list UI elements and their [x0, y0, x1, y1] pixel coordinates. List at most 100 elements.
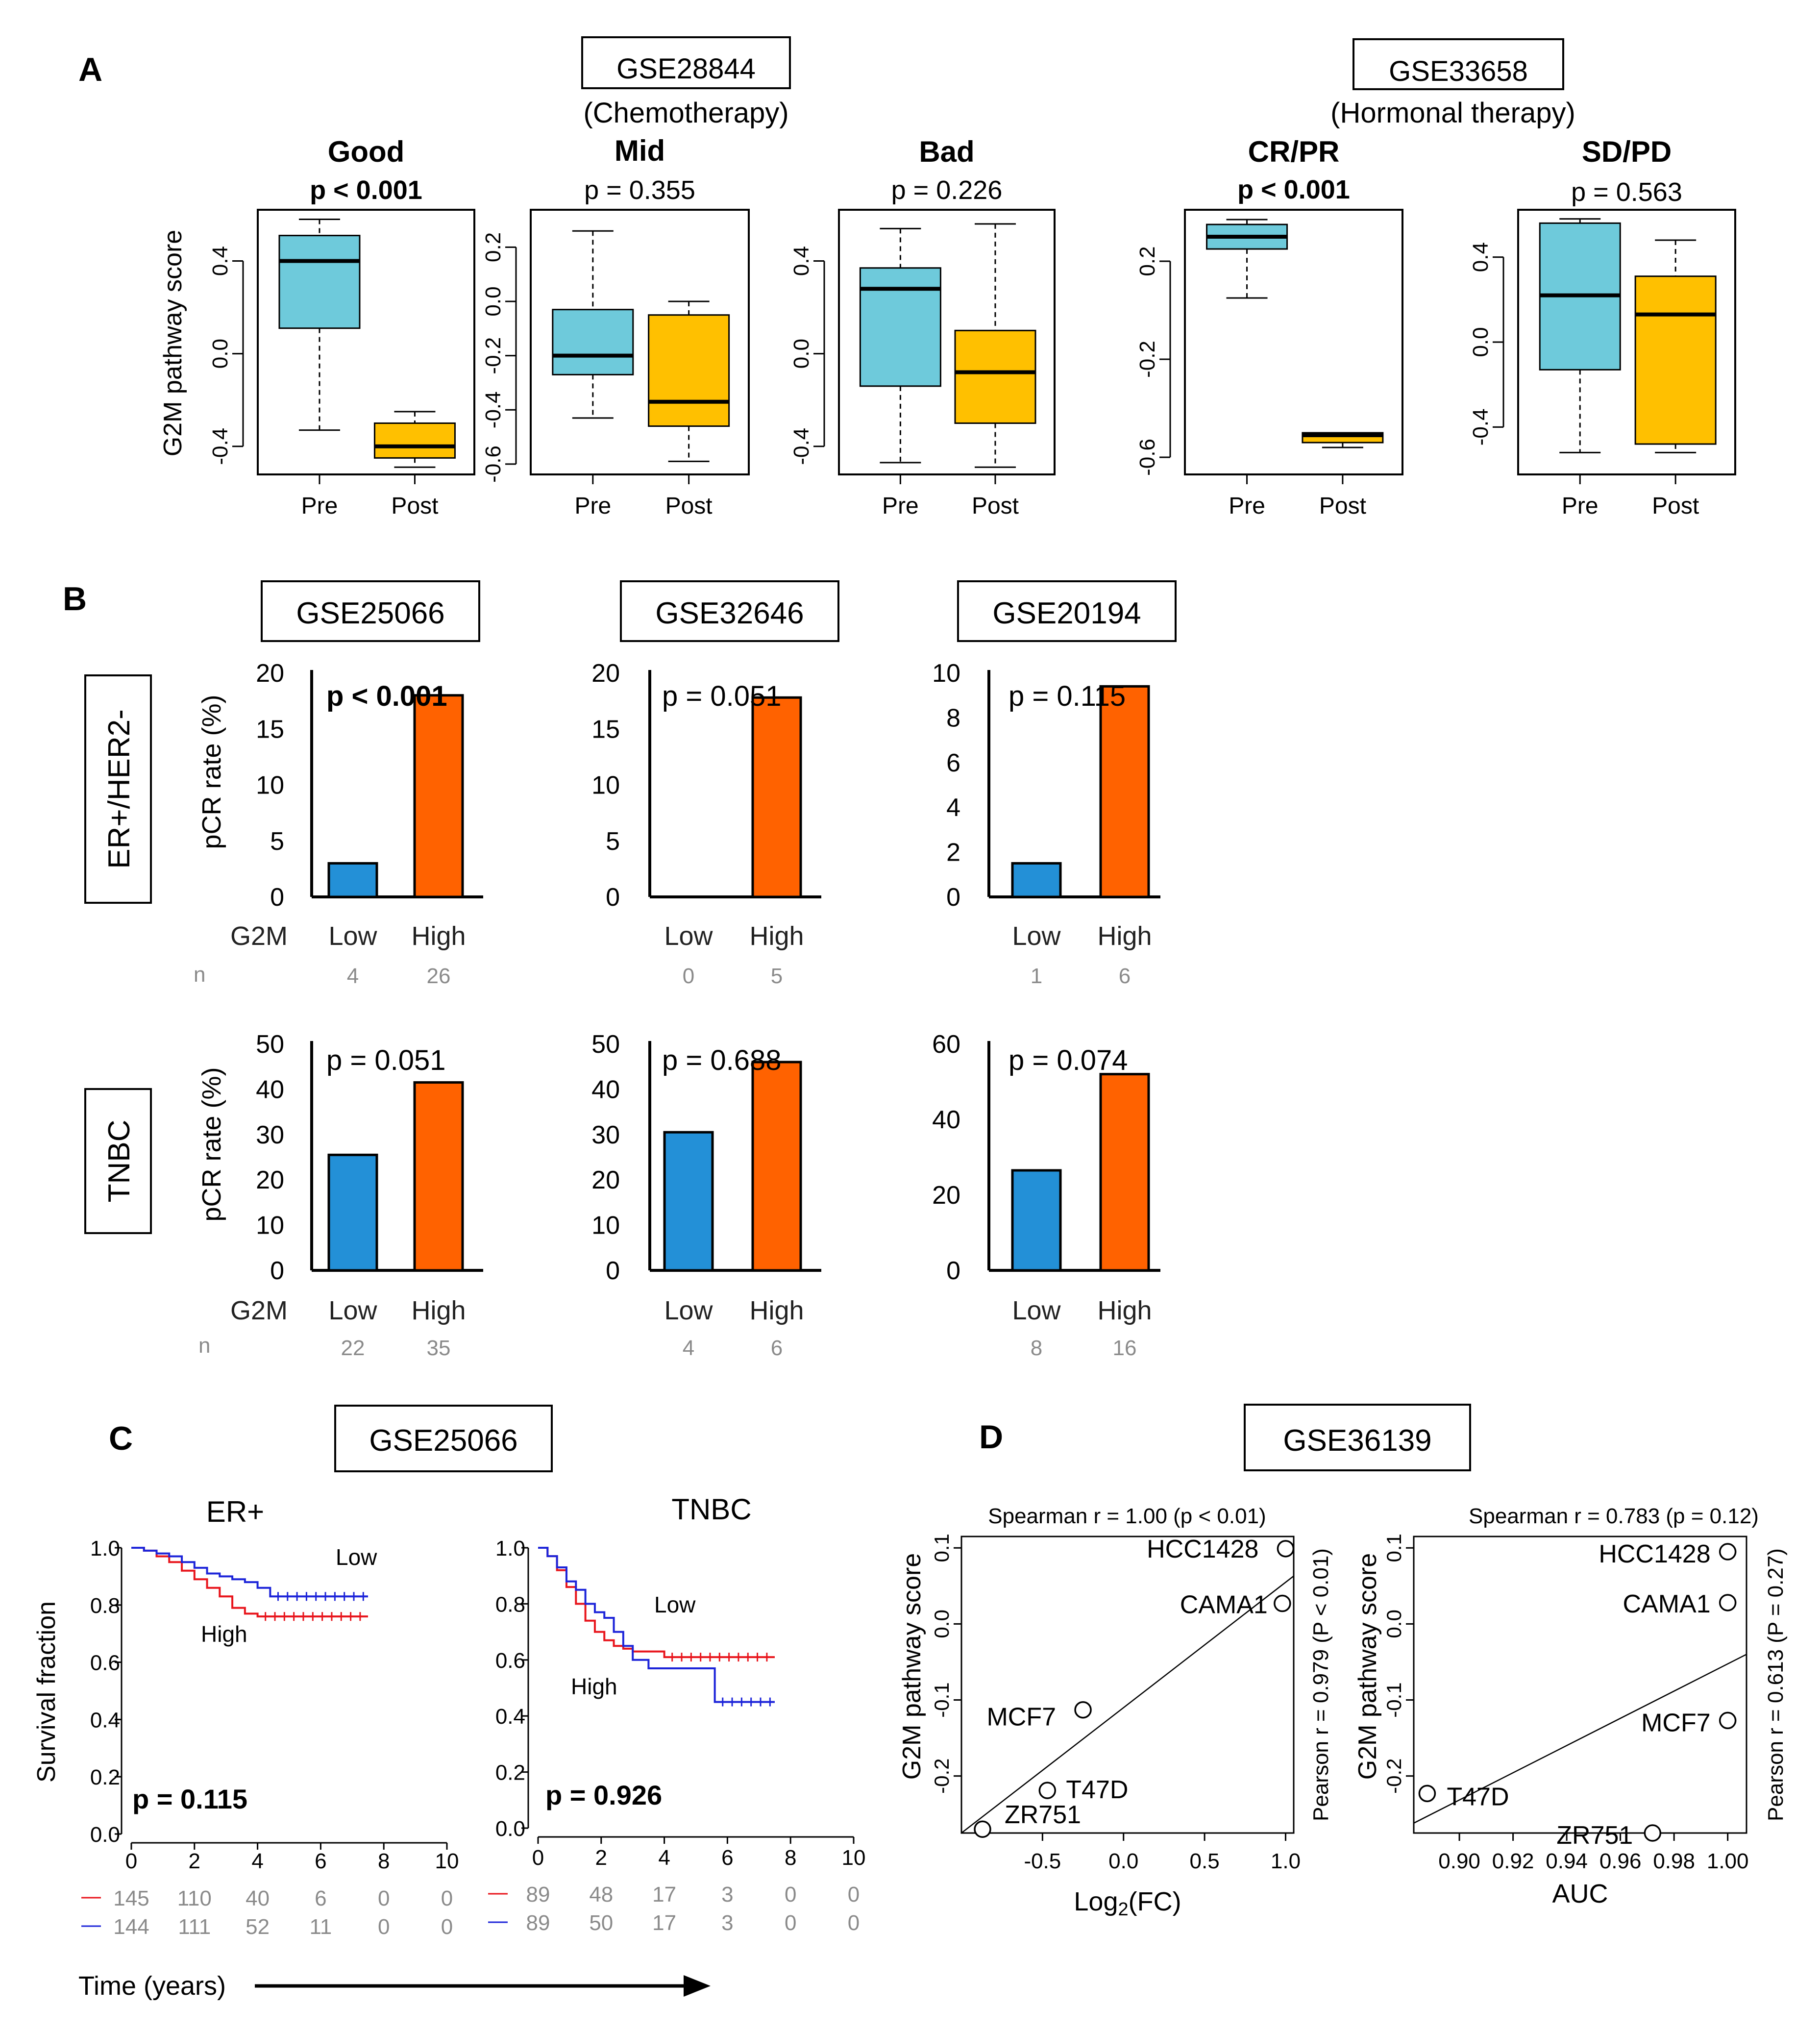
- x-tick-label: 0.90: [1438, 1849, 1480, 1873]
- data-point: [1074, 1701, 1092, 1719]
- y-tick-label: 0.0: [495, 1817, 525, 1841]
- p-value: p = 0.074: [1008, 1044, 1128, 1076]
- b-y-axis-label-er: pCR rate (%): [197, 694, 226, 849]
- y-tick-label: -0.4: [789, 428, 813, 465]
- x-tick-label: 0.5: [1190, 1849, 1220, 1873]
- x-tick-label: 10: [842, 1846, 866, 1870]
- p-value: p = 0.563: [1571, 177, 1682, 207]
- category-label: High: [749, 921, 804, 951]
- point-label: MCF7: [1641, 1709, 1711, 1737]
- dataset-label: GSE20194: [992, 596, 1141, 630]
- at-risk-value: 40: [246, 1886, 270, 1910]
- at-risk-value: 3: [721, 1883, 733, 1907]
- y-tick-label: 0: [606, 883, 620, 912]
- dataset-label: GSE32646: [655, 596, 804, 630]
- gse-box-d: [1244, 1404, 1471, 1471]
- y-tick-label: 2: [946, 839, 960, 867]
- p-value: p = 0.115: [1008, 680, 1126, 712]
- bar-high: [751, 1061, 802, 1272]
- d-y-axis-label-left: G2M pathway score: [898, 1553, 926, 1780]
- gse-label-d: GSE36139: [1283, 1424, 1431, 1458]
- y-tick-label: 8: [946, 704, 960, 732]
- n-label-er: n: [194, 963, 205, 987]
- y-tick-label: 50: [256, 1030, 284, 1059]
- y-tick-label: 10: [256, 771, 284, 800]
- x-tick-label: 0.0: [1108, 1849, 1138, 1873]
- pearson-label: Pearson r = 0.613 (P = 0.27): [1764, 1548, 1788, 1821]
- y-tick-label: 0.0: [1382, 1610, 1405, 1638]
- y-tick-label: 40: [591, 1075, 620, 1104]
- at-risk-value: 0: [441, 1886, 453, 1910]
- row-label-box-tnbc: [84, 1088, 152, 1234]
- panel-d-scatter-plots: Spearman r = 1.00 (p < 0.01) Pearson r = …: [930, 1504, 1788, 1920]
- plot-frame: [1184, 209, 1403, 475]
- y-tick-label: 50: [591, 1030, 620, 1059]
- at-risk-value: 111: [178, 1915, 211, 1939]
- x-tick-label: Post: [391, 493, 438, 519]
- b-y-axis-label-tnbc: pCR rate (%): [197, 1067, 226, 1221]
- n-label-tnbc: n: [198, 1334, 210, 1358]
- n-value: 6: [1119, 964, 1131, 988]
- y-tick-label: 6: [946, 749, 960, 777]
- c-x-axis-label: Time (years): [78, 1971, 226, 2001]
- y-tick-label: -0.4: [481, 391, 505, 428]
- y-tick-label: 20: [256, 659, 284, 688]
- x-tick-label: Pre: [1562, 493, 1599, 519]
- x-tick-label: 8: [378, 1849, 390, 1873]
- curve-annotation: High: [571, 1674, 617, 1699]
- data-point: [1274, 1594, 1291, 1612]
- km-curve-low: [131, 1547, 368, 1598]
- km-curve-low: [538, 1547, 775, 1703]
- dataset-box: [261, 580, 480, 642]
- point-label: T47D: [1066, 1776, 1128, 1804]
- g2m-label-tnbc: G2M: [230, 1296, 288, 1325]
- bar-high: [751, 696, 802, 898]
- point-label: ZR751: [1005, 1801, 1081, 1829]
- at-risk-value: 17: [652, 1911, 676, 1935]
- point-label: CAMA1: [1180, 1591, 1268, 1619]
- point-label: HCC1428: [1599, 1540, 1710, 1568]
- at-risk-value: 17: [652, 1883, 676, 1907]
- x-tick-label: Post: [665, 493, 713, 519]
- y-tick-label: 0.4: [90, 1708, 120, 1732]
- y-tick-label: 10: [932, 659, 960, 688]
- gse-label-c: GSE25066: [369, 1424, 517, 1458]
- plot-frame: [1517, 209, 1736, 475]
- y-tick-label: 30: [591, 1121, 620, 1149]
- row-label-tnbc: TNBC: [102, 1120, 136, 1203]
- km-title: ER+: [206, 1495, 264, 1528]
- y-tick-label: -0.2: [1382, 1758, 1405, 1793]
- y-tick-label: 0.2: [481, 232, 505, 262]
- d-y-axis-label-right: G2M pathway score: [1353, 1553, 1382, 1780]
- category-label: Low: [328, 1296, 377, 1325]
- y-tick-label: 0.0: [90, 1823, 120, 1847]
- x-axis-label: AUC: [1552, 1879, 1608, 1908]
- x-tick-label: 0.98: [1653, 1849, 1695, 1873]
- y-tick-label: -0.1: [930, 1682, 953, 1717]
- gse-box-a-right: [1353, 38, 1564, 90]
- x-tick-label: Post: [972, 493, 1019, 519]
- y-tick-label: 0.0: [208, 339, 232, 369]
- category-label: High: [749, 1296, 804, 1325]
- dataset-box: [957, 580, 1177, 642]
- at-risk-value: 0: [848, 1911, 860, 1935]
- x-tick-label: Pre: [882, 493, 919, 519]
- category-label: Low: [1012, 921, 1061, 951]
- at-risk-value: 11: [310, 1915, 332, 1939]
- x-axis-label-main: Log: [1074, 1887, 1118, 1916]
- p-value: p = 0.226: [891, 175, 1003, 205]
- box-pre: [278, 235, 361, 329]
- x-tick-label: Pre: [574, 493, 611, 519]
- y-tick-label: 0: [946, 1257, 960, 1285]
- bar-high: [1099, 1073, 1150, 1272]
- box-title: CR/PR: [1248, 135, 1340, 168]
- data-point: [1277, 1540, 1295, 1558]
- n-value: 4: [683, 1336, 694, 1360]
- data-point: [1719, 1711, 1737, 1730]
- p-value: p = 0.926: [545, 1780, 662, 1810]
- y-tick-label: 1.0: [495, 1536, 525, 1561]
- time-arrow-head: [684, 1975, 711, 1997]
- gse-box-a-left: [581, 36, 791, 89]
- x-tick-label: 0.96: [1599, 1849, 1642, 1873]
- pearson-label: Pearson r = 0.979 (P < 0.01): [1309, 1548, 1333, 1821]
